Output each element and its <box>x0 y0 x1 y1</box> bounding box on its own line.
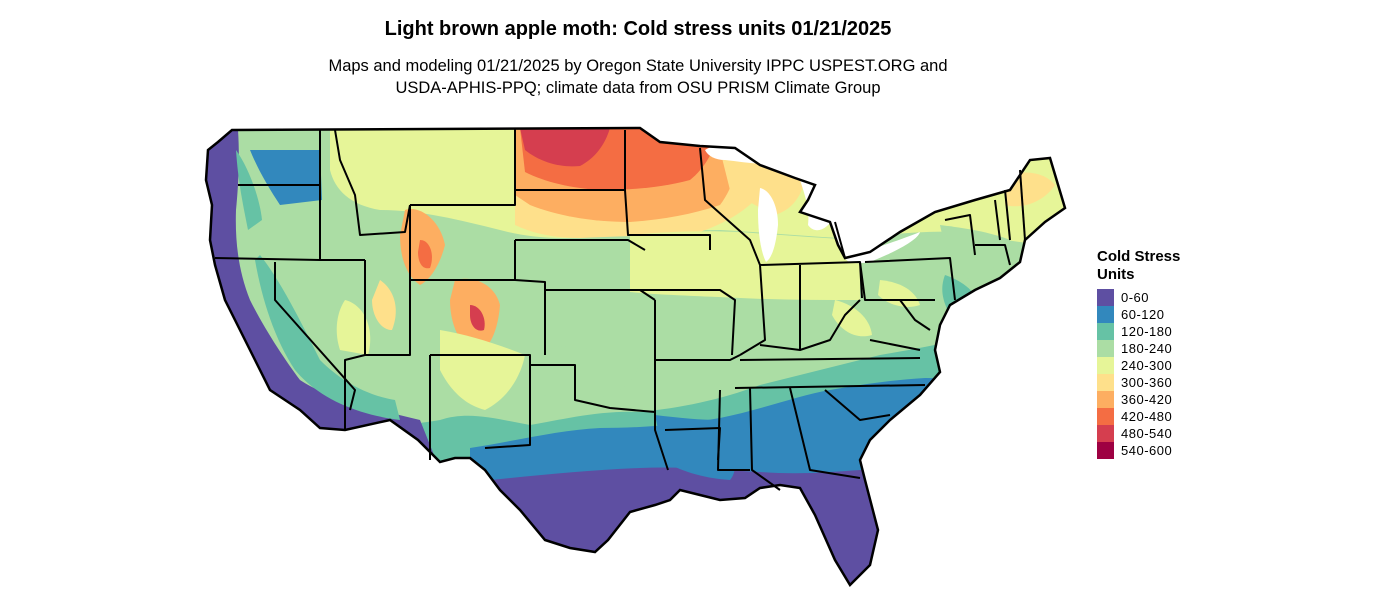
legend-label: 540-600 <box>1121 443 1173 458</box>
legend-label: 180-240 <box>1121 341 1173 356</box>
legend-label: 0-60 <box>1121 290 1150 305</box>
legend-item: 420-480 <box>1097 408 1207 425</box>
legend-item: 480-540 <box>1097 425 1207 442</box>
lake-superior <box>705 144 790 165</box>
us-cold-stress-map <box>204 126 1067 587</box>
lake-michigan <box>758 188 778 262</box>
legend-swatch <box>1097 425 1114 442</box>
legend-item: 60-120 <box>1097 306 1207 323</box>
legend-item: 540-600 <box>1097 442 1207 459</box>
legend-item: 180-240 <box>1097 340 1207 357</box>
legend-item: 120-180 <box>1097 323 1207 340</box>
legend-label: 480-540 <box>1121 426 1173 441</box>
legend-item: 240-300 <box>1097 357 1207 374</box>
legend-swatch <box>1097 374 1114 391</box>
legend-title-line-1: Cold Stress <box>1097 248 1181 265</box>
legend-item: 300-360 <box>1097 374 1207 391</box>
legend-item: 360-420 <box>1097 391 1207 408</box>
legend-swatch <box>1097 289 1114 306</box>
subtitle-line-1: Maps and modeling 01/21/2025 by Oregon S… <box>328 57 948 75</box>
map-subtitle: Maps and modeling 01/21/2025 by Oregon S… <box>0 55 1276 99</box>
legend-swatch <box>1097 340 1114 357</box>
legend-label: 60-120 <box>1121 307 1165 322</box>
lake-erie <box>845 232 920 264</box>
legend-label: 360-420 <box>1121 392 1173 407</box>
legend-swatch <box>1097 408 1114 425</box>
legend-title: Cold Stress Units <box>1097 248 1207 284</box>
legend-label: 300-360 <box>1121 375 1173 390</box>
lake-huron <box>800 180 835 231</box>
subtitle-line-2: USDA-APHIS-PPQ; climate data from OSU PR… <box>395 79 881 97</box>
legend-swatch <box>1097 391 1114 408</box>
map-title: Light brown apple moth: Cold stress unit… <box>384 18 892 40</box>
legend-label: 120-180 <box>1121 324 1173 339</box>
legend-item: 0-60 <box>1097 289 1207 306</box>
state-boundaries <box>214 128 1026 491</box>
legend-items: 0-60 60-120 120-180 180-240 240-300 300-360 36… <box>1097 289 1207 459</box>
legend-swatch <box>1097 442 1114 459</box>
legend: Cold Stress Units 0-60 60-120 120-180 180-2… <box>1097 248 1207 459</box>
legend-title-line-2: Units <box>1097 266 1135 283</box>
legend-label: 420-480 <box>1121 409 1173 424</box>
legend-swatch <box>1097 306 1114 323</box>
legend-swatch <box>1097 357 1114 374</box>
legend-label: 240-300 <box>1121 358 1173 373</box>
legend-swatch <box>1097 323 1114 340</box>
